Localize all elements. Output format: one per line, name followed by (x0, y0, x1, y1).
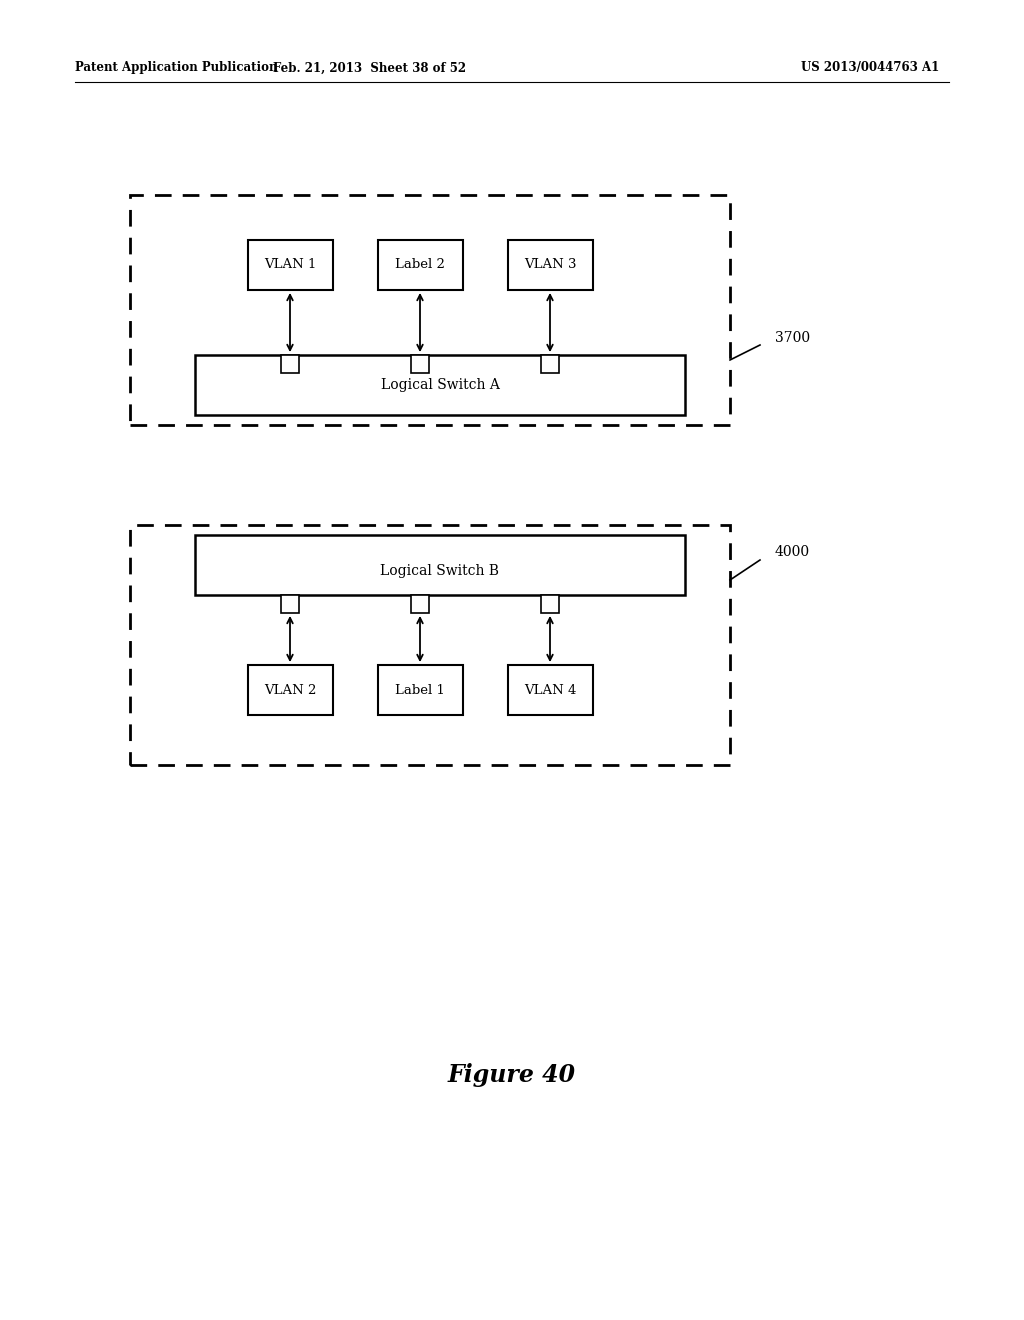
Bar (508, 665, 593, 715)
Bar (248, 665, 333, 715)
Text: Feb. 21, 2013  Sheet 38 of 52: Feb. 21, 2013 Sheet 38 of 52 (273, 62, 467, 74)
Text: VLAN 1: VLAN 1 (264, 259, 316, 272)
Text: Figure 40: Figure 40 (447, 1063, 577, 1086)
Bar (541, 355, 559, 374)
Text: US 2013/0044763 A1: US 2013/0044763 A1 (801, 62, 939, 74)
Text: Patent Application Publication: Patent Application Publication (75, 62, 278, 74)
Text: 4000: 4000 (775, 545, 810, 558)
Bar (378, 665, 463, 715)
Bar (281, 595, 299, 612)
Text: Logical Switch A: Logical Switch A (381, 378, 500, 392)
Bar (411, 355, 429, 374)
Text: VLAN 2: VLAN 2 (264, 684, 316, 697)
Bar (411, 595, 429, 612)
Bar (508, 240, 593, 290)
Bar (195, 355, 685, 414)
Bar (130, 525, 730, 766)
Text: 3700: 3700 (775, 331, 810, 345)
Text: Label 1: Label 1 (395, 684, 445, 697)
Bar (248, 240, 333, 290)
Text: Logical Switch B: Logical Switch B (381, 564, 500, 578)
Bar (281, 355, 299, 374)
Bar (541, 595, 559, 612)
Bar (378, 240, 463, 290)
Text: Label 2: Label 2 (395, 259, 445, 272)
Bar (195, 535, 685, 595)
Text: VLAN 3: VLAN 3 (523, 259, 577, 272)
Bar (130, 195, 730, 425)
Text: VLAN 4: VLAN 4 (524, 684, 577, 697)
